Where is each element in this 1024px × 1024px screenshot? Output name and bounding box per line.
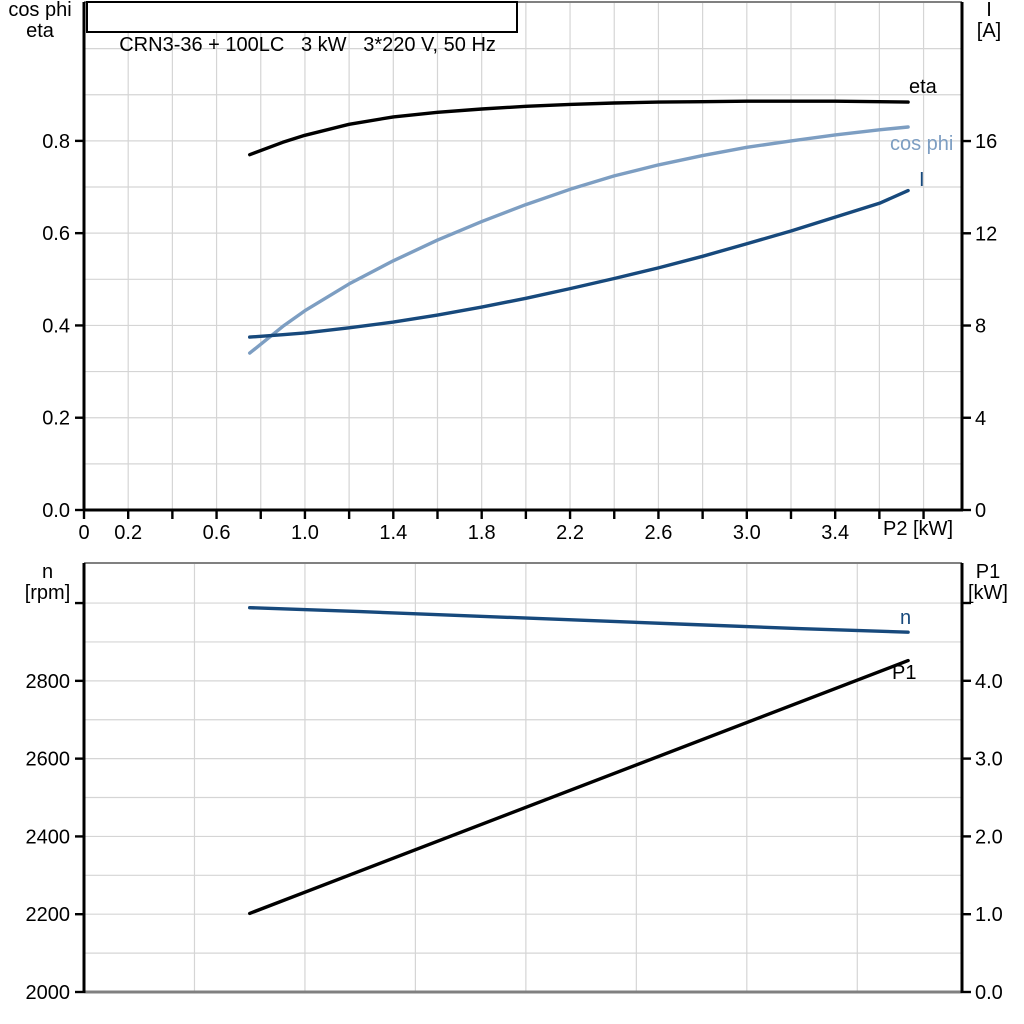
bottom-right-axis-title: P1 [kW] bbox=[955, 562, 1021, 604]
x-axis-tick-label: 3.0 bbox=[733, 522, 761, 544]
p1-axis-title-line1: P1 bbox=[975, 561, 1001, 583]
right-axis-title-line2: [A] bbox=[976, 20, 1002, 42]
bottom-left-axis-title: n [rpm] bbox=[10, 562, 85, 604]
left-axis-title-line1: cos phi bbox=[8, 0, 72, 21]
x-axis-tick-label: 2.6 bbox=[645, 522, 673, 544]
p1-curve-label: P1 bbox=[892, 662, 917, 684]
series-curve-cos-phi bbox=[248, 125, 910, 355]
right-axis-tick-label: 0 bbox=[975, 500, 986, 522]
left-axis-tick-label: 0.4 bbox=[42, 315, 70, 337]
x-axis-tick-label: 1.4 bbox=[379, 522, 407, 544]
x-axis-tick-label: 1.0 bbox=[291, 522, 319, 544]
eta-curve-label: eta bbox=[909, 76, 937, 98]
left-axis-tick-label: 2400 bbox=[26, 826, 71, 848]
n-axis-title-line2: [rpm] bbox=[24, 582, 71, 604]
right-axis-title-line1: I bbox=[986, 0, 992, 21]
x-axis-tick-label: 0.2 bbox=[114, 522, 142, 544]
chart-title: CRN3-36 + 100LC 3 kW 3*220 V, 50 Hz bbox=[119, 34, 496, 56]
right-axis-tick-label: 8 bbox=[975, 316, 986, 338]
series-curve-n bbox=[248, 606, 910, 634]
left-axis-tick-label: 2600 bbox=[26, 749, 71, 771]
series-curve-p1 bbox=[248, 658, 910, 916]
left-axis-title-line2: eta bbox=[26, 20, 54, 42]
n-axis-title-line1: n bbox=[41, 561, 54, 583]
x-axis-tick-label: 1.8 bbox=[468, 522, 496, 544]
left-axis-tick-label: 0.2 bbox=[42, 408, 70, 430]
top-right-axis-title: I [A] bbox=[963, 0, 1015, 42]
cos-phi-curve-label: cos phi bbox=[890, 133, 954, 155]
x-axis-tick-label: 0 bbox=[78, 522, 89, 544]
series-curve-i bbox=[248, 188, 910, 339]
left-axis-tick-label: 0.6 bbox=[42, 223, 70, 245]
right-axis-tick-label: 12 bbox=[975, 223, 997, 245]
chart-title-box: CRN3-36 + 100LC 3 kW 3*220 V, 50 Hz bbox=[86, 1, 518, 56]
left-axis-tick-label: 0.0 bbox=[42, 500, 70, 522]
p1-axis-title-line2: [kW] bbox=[968, 582, 1008, 604]
right-axis-tick-label: 1.0 bbox=[975, 904, 1003, 926]
right-axis-tick-label: 4 bbox=[975, 408, 986, 430]
left-axis-tick-label: 2800 bbox=[26, 671, 71, 693]
right-axis-tick-label: 0.0 bbox=[975, 982, 1003, 1004]
n-curve-label: n bbox=[900, 607, 912, 629]
x-axis-tick-label: 0.6 bbox=[203, 522, 231, 544]
series-curve-eta bbox=[248, 99, 910, 157]
left-axis-tick-label: 2200 bbox=[26, 904, 71, 926]
x-axis-title: P2 [kW] bbox=[882, 518, 953, 540]
right-axis-tick-label: 2.0 bbox=[975, 826, 1003, 848]
right-axis-tick-label: 16 bbox=[975, 131, 997, 153]
top-left-axis-title: cos phi eta bbox=[2, 0, 78, 42]
x-axis-tick-label: 2.2 bbox=[556, 522, 584, 544]
right-axis-tick-label: 4.0 bbox=[975, 671, 1003, 693]
x-axis-tick-label: 3.4 bbox=[821, 522, 849, 544]
left-axis-tick-label: 0.8 bbox=[42, 131, 70, 153]
current-curve-label: I bbox=[919, 169, 925, 191]
right-axis-tick-label: 3.0 bbox=[975, 749, 1003, 771]
left-axis-tick-label: 2000 bbox=[26, 982, 71, 1004]
